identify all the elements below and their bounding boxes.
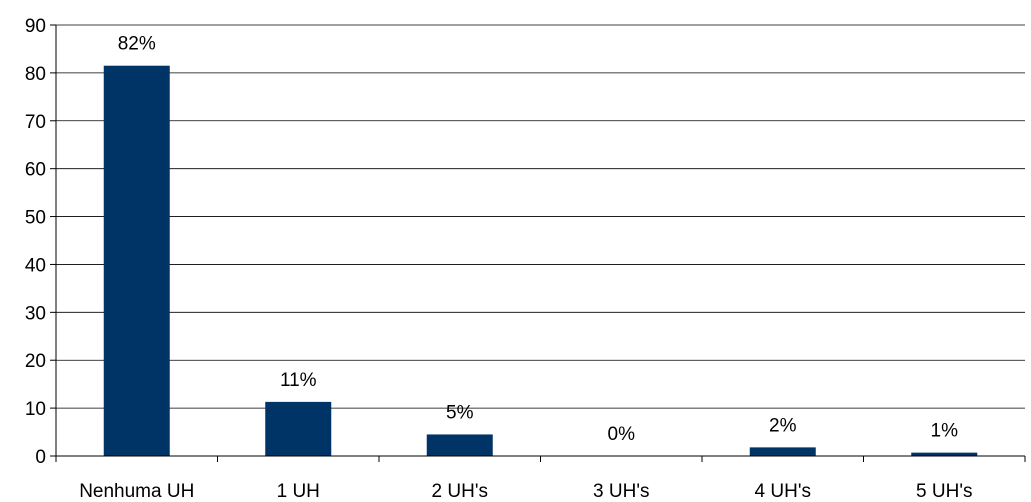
x-tick-label: Nenhuma UH <box>79 481 194 502</box>
x-tick-label: 3 UH's <box>593 481 649 502</box>
data-label: 1% <box>931 421 959 442</box>
bar <box>911 452 978 456</box>
bar <box>426 434 493 456</box>
data-label: 2% <box>769 415 797 436</box>
gridlines <box>56 24 1025 409</box>
data-label: 11% <box>280 370 317 391</box>
data-label: 0% <box>608 424 636 445</box>
x-tick-label: 1 UH <box>277 481 320 502</box>
data-label: 82% <box>118 34 156 55</box>
y-tick-label: 60 <box>25 160 46 181</box>
y-tick-label: 50 <box>25 208 46 229</box>
y-tick-label: 20 <box>25 351 46 372</box>
x-tick-label: 2 UH's <box>432 481 488 502</box>
bar <box>749 447 816 456</box>
y-tick-label: 80 <box>25 64 46 85</box>
bar <box>265 401 332 456</box>
labels: 0 10 20 30 40 50 60 70 80 90 82% Nenhuma UH 11% 1 UH 5… <box>25 16 973 502</box>
y-tick-label: 90 <box>25 16 46 37</box>
y-tick-label: 70 <box>25 112 46 133</box>
x-tick-label: 4 UH's <box>755 481 811 502</box>
y-tick-label: 10 <box>25 399 46 420</box>
axes <box>55 25 1025 457</box>
bars <box>103 65 978 456</box>
y-tick-label: 30 <box>25 303 46 324</box>
y-tick-label: 40 <box>25 255 46 276</box>
data-label: 5% <box>446 402 474 423</box>
axis-ticks <box>50 24 1026 462</box>
bar <box>103 65 170 456</box>
x-tick-label: 5 UH's <box>916 481 972 502</box>
y-tick-label: 0 <box>35 447 46 468</box>
